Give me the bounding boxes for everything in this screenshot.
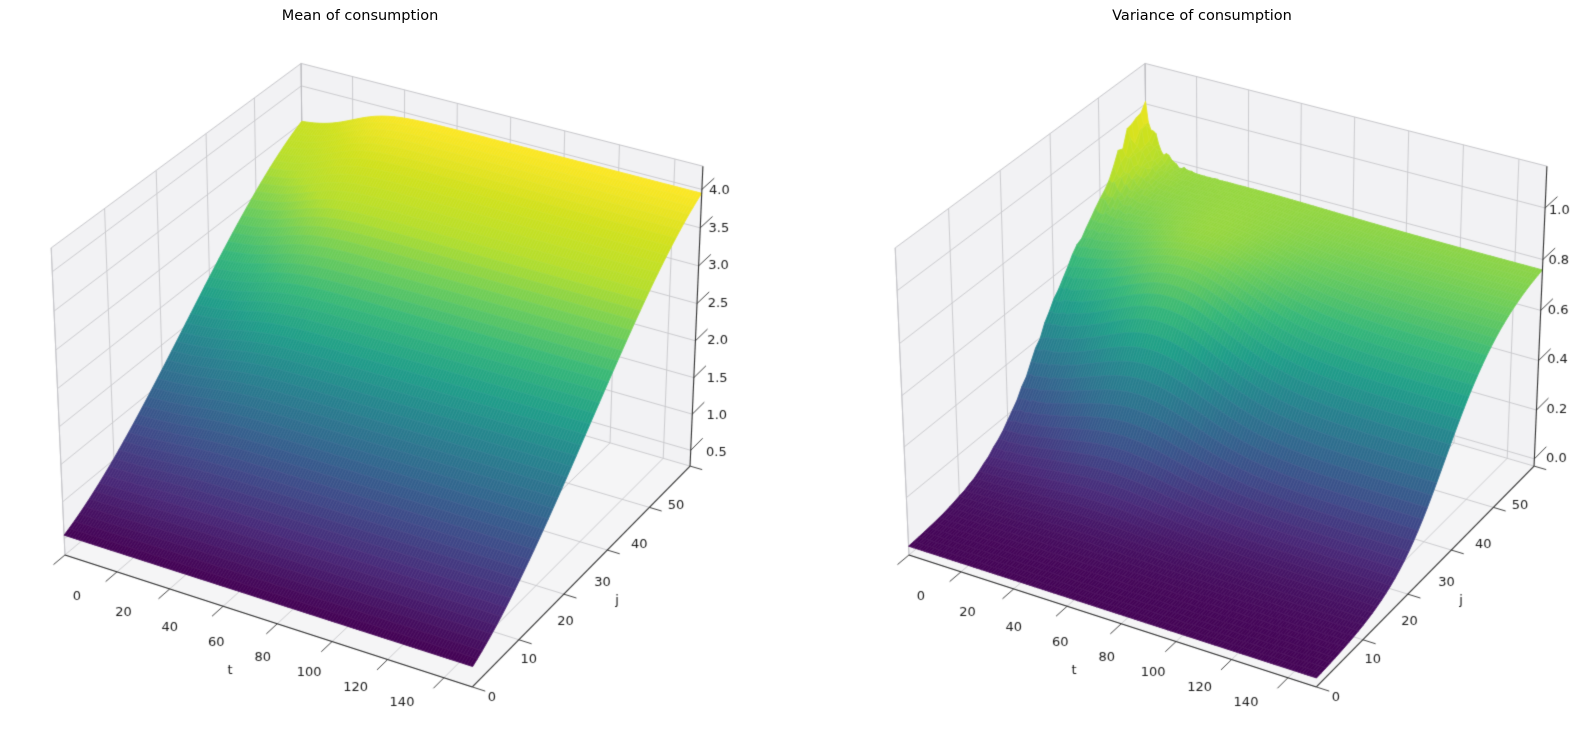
left-plot-title: Mean of consumption: [281, 8, 439, 24]
right-plot-title: Variance of consumption: [1112, 8, 1292, 24]
